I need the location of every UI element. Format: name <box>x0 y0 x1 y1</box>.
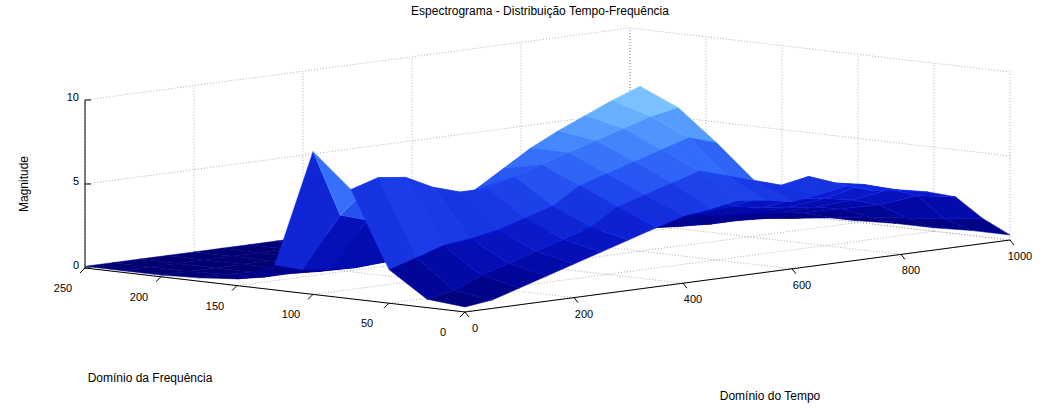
ticks: 020040060080010000501001502002500510 <box>54 91 1032 338</box>
titles: Espectrograma - Distribuição Tempo-Frequ… <box>17 4 821 403</box>
grid-line <box>465 240 1010 312</box>
surface <box>85 87 1010 307</box>
x-tick <box>574 298 578 303</box>
y-tick-label: 100 <box>282 308 300 320</box>
y-tick <box>232 286 237 291</box>
surface-cell <box>918 196 983 219</box>
axes <box>85 100 1010 312</box>
x-tick <box>683 283 687 288</box>
y-tick-label: 50 <box>361 317 373 329</box>
x-axis-line <box>465 240 1010 312</box>
x-tick-label: 1000 <box>1008 250 1032 262</box>
y-axis-title: Domínio da Frequência <box>88 371 213 385</box>
y-tick <box>156 277 161 282</box>
z-tick-label: 10 <box>67 91 79 103</box>
x-tick-label: 200 <box>575 308 593 320</box>
y-tick-label: 200 <box>130 291 148 303</box>
z-tick <box>85 268 91 269</box>
grid <box>85 28 1010 312</box>
y-tick-label: 0 <box>440 326 446 338</box>
y-tick <box>384 303 389 308</box>
grid-line <box>85 28 630 100</box>
x-tick <box>792 269 796 274</box>
grid-line <box>194 86 195 254</box>
x-tick <box>901 254 905 259</box>
x-tick <box>465 312 469 317</box>
z-tick <box>85 184 91 185</box>
x-tick-label: 0 <box>472 322 478 334</box>
y-tick <box>460 312 465 317</box>
y-tick-label: 250 <box>54 282 72 294</box>
x-tick-label: 400 <box>684 293 702 305</box>
chart: 020040060080010000501001502002500510Espe… <box>0 0 1059 417</box>
z-tick-label: 0 <box>73 259 79 271</box>
surface-cell <box>427 291 492 307</box>
z-tick <box>85 100 91 101</box>
surface-cell <box>351 178 416 270</box>
y-tick <box>308 294 313 299</box>
y-tick <box>80 268 85 273</box>
x-tick <box>1010 240 1014 245</box>
surface-cell <box>945 218 1010 235</box>
z-tick-label: 5 <box>73 175 79 187</box>
surface-cell <box>389 258 454 300</box>
x-axis-title: Domínio do Tempo <box>720 389 821 403</box>
title: Espectrograma - Distribuição Tempo-Frequ… <box>411 4 669 18</box>
grid-line <box>630 28 1010 72</box>
x-tick-label: 600 <box>793 279 811 291</box>
x-tick-label: 800 <box>902 264 920 276</box>
y-tick-label: 150 <box>206 300 224 312</box>
grid-line <box>389 231 934 303</box>
z-axis-title: Magnitude <box>17 156 31 212</box>
